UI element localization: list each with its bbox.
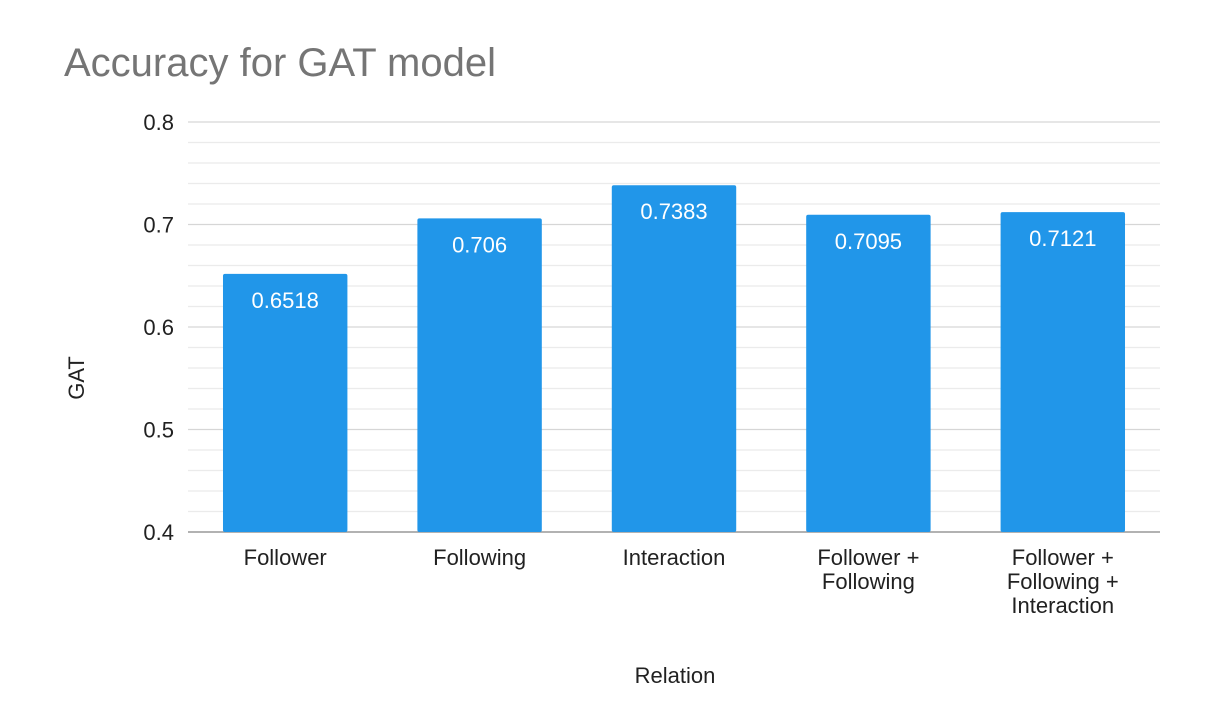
x-tick-label: Interaction: [623, 545, 726, 570]
x-axis-ticks: Follower Following Interaction Follower + Fo…: [244, 545, 1119, 618]
x-tick-label: Follower + Following: [817, 545, 919, 594]
y-tick-label: 0.4: [143, 520, 174, 545]
x-tick-label: Follower: [244, 545, 327, 570]
y-axis-title: GAT: [64, 356, 89, 400]
bar: [1000, 212, 1126, 532]
x-tick-label: Following: [433, 545, 526, 570]
bar: [806, 214, 931, 532]
y-tick-label: 0.7: [143, 213, 174, 238]
bar-value-label: 0.7121: [1029, 226, 1096, 251]
bar: [222, 273, 348, 532]
y-tick-label: 0.8: [143, 110, 174, 135]
y-axis-ticks: 0.4 0.5 0.6 0.7 0.8: [143, 110, 174, 545]
y-tick-label: 0.5: [143, 418, 174, 443]
bar-value-label: 0.7383: [640, 199, 707, 224]
chart-title: Accuracy for GAT model: [64, 41, 496, 85]
bar-value-label: 0.706: [452, 232, 507, 257]
bar: [417, 218, 542, 532]
x-tick-label: Follower + Following + Interaction: [1007, 545, 1119, 618]
bar: [611, 185, 737, 532]
bar-value-label: 0.6518: [252, 288, 319, 313]
y-tick-label: 0.6: [143, 315, 174, 340]
x-axis-title: Relation: [635, 663, 716, 688]
bars: 0.6518 0.706 0.7383 0.7095 0.7121: [222, 185, 1126, 532]
bar-value-label: 0.7095: [835, 229, 902, 254]
